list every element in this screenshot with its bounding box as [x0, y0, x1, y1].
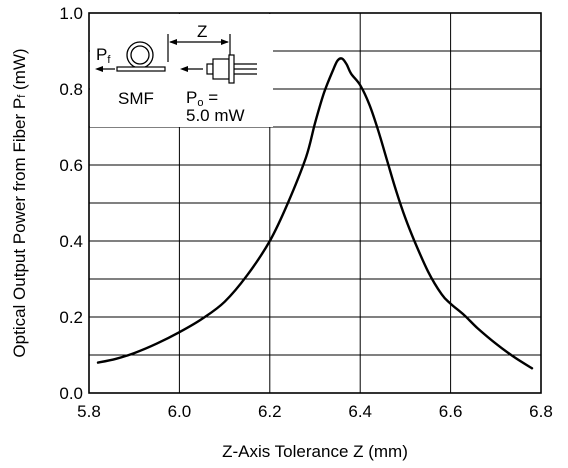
po-label: Po = [186, 88, 218, 109]
y-tick-label: 1.0 [59, 4, 83, 23]
input-arrow-icon [180, 66, 188, 72]
laser-diode-icon [206, 54, 257, 84]
pf-label: Pf [96, 45, 111, 66]
y-tick-label: 0.2 [59, 308, 83, 327]
smf-label: SMF [118, 89, 154, 108]
x-axis-label: Z-Axis Tolerance Z (mm) [222, 442, 408, 461]
inset-diagram: Z Pf SMF Po = 5.0 mW [90, 14, 273, 127]
x-tick-label: 6.2 [258, 402, 282, 421]
series-line [96, 57, 534, 370]
x-tick-labels: 5.8 6.0 6.2 6.4 6.6 6.8 [77, 402, 553, 421]
x-tick-label: 6.8 [529, 402, 553, 421]
x-tick-label: 5.8 [77, 402, 101, 421]
fiber-coil-icon [116, 41, 166, 72]
z-arrow-right-icon [221, 39, 229, 45]
y-tick-label: 0.8 [59, 80, 83, 99]
z-arrow-left-icon [169, 39, 177, 45]
po-value: 5.0 mW [186, 106, 245, 125]
x-tick-label: 6.4 [348, 402, 372, 421]
y-tick-label: 0.4 [59, 232, 83, 251]
y-axis-label: Optical Output Power from Fiber Pf (mW) [10, 48, 29, 357]
plot-frame [88, 12, 542, 394]
z-label: Z [197, 22, 207, 41]
y-tick-label: 0.0 [59, 384, 83, 403]
x-tick-label: 6.0 [168, 402, 192, 421]
y-tick-label: 0.6 [59, 156, 83, 175]
y-tick-labels: 0.0 0.2 0.4 0.6 0.8 1.0 [59, 4, 83, 403]
x-tick-label: 6.6 [439, 402, 463, 421]
pf-arrow-icon [95, 66, 103, 72]
